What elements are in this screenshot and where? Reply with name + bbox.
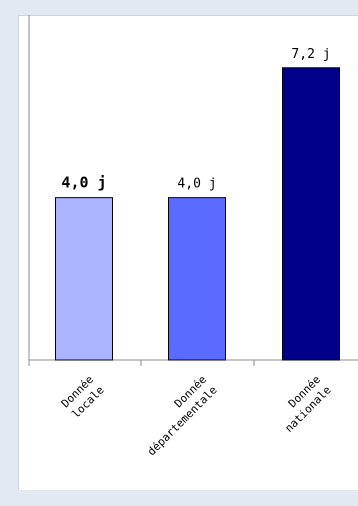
x-tick-label-1: Donnéelocale bbox=[59, 373, 107, 421]
data-label-2: 4,0 j bbox=[177, 177, 216, 192]
data-label-1: 4,0 j bbox=[61, 174, 106, 192]
x-tick-label-3: Donnéenationale bbox=[272, 373, 334, 435]
plot-area: 4,0 j Donnéelocale 4,0 j Donnéedépartementa… bbox=[28, 15, 358, 458]
x-tick-label-2: Donnéedépartementale bbox=[134, 373, 219, 458]
bar-3 bbox=[282, 67, 340, 361]
bar-1 bbox=[55, 197, 113, 361]
bar-2 bbox=[168, 197, 226, 361]
data-label-3: 7,2 j bbox=[291, 47, 330, 62]
